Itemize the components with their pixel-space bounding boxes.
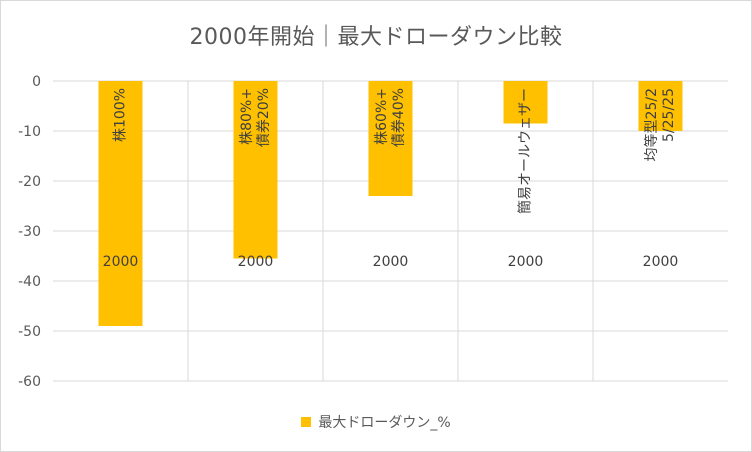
y-tick-label: 0 (32, 74, 41, 90)
bar (98, 81, 143, 326)
legend: 最大ドローダウン_% (1, 412, 751, 432)
data-label: 株100% (113, 88, 129, 142)
data-label: 均等型25/25/25/25 (643, 88, 677, 161)
category-label: 2000 (103, 254, 139, 270)
bar (638, 81, 683, 131)
y-tick-label: -30 (18, 224, 41, 240)
data-label: 株80%+債券20% (239, 88, 272, 147)
data-label: 株60%+債券40% (374, 88, 407, 147)
legend-swatch (301, 417, 312, 427)
y-tick-label: -60 (18, 374, 41, 390)
data-label: 簡易オールウェザー (518, 88, 534, 214)
chart-title: 2000年開始｜最大ドローダウン比較 (189, 25, 563, 50)
legend-label: 最大ドローダウン_% (318, 415, 451, 431)
y-tick-label: -20 (18, 174, 41, 190)
category-label: 2000 (508, 254, 544, 270)
bar (368, 81, 413, 196)
bar (503, 81, 548, 124)
y-tick-label: -10 (18, 124, 41, 140)
y-tick-label: -50 (18, 324, 41, 340)
category-label: 2000 (238, 254, 274, 270)
category-label: 2000 (373, 254, 409, 270)
bar (233, 81, 278, 259)
category-label: 2000 (643, 254, 679, 270)
y-tick-label: -40 (18, 274, 41, 290)
